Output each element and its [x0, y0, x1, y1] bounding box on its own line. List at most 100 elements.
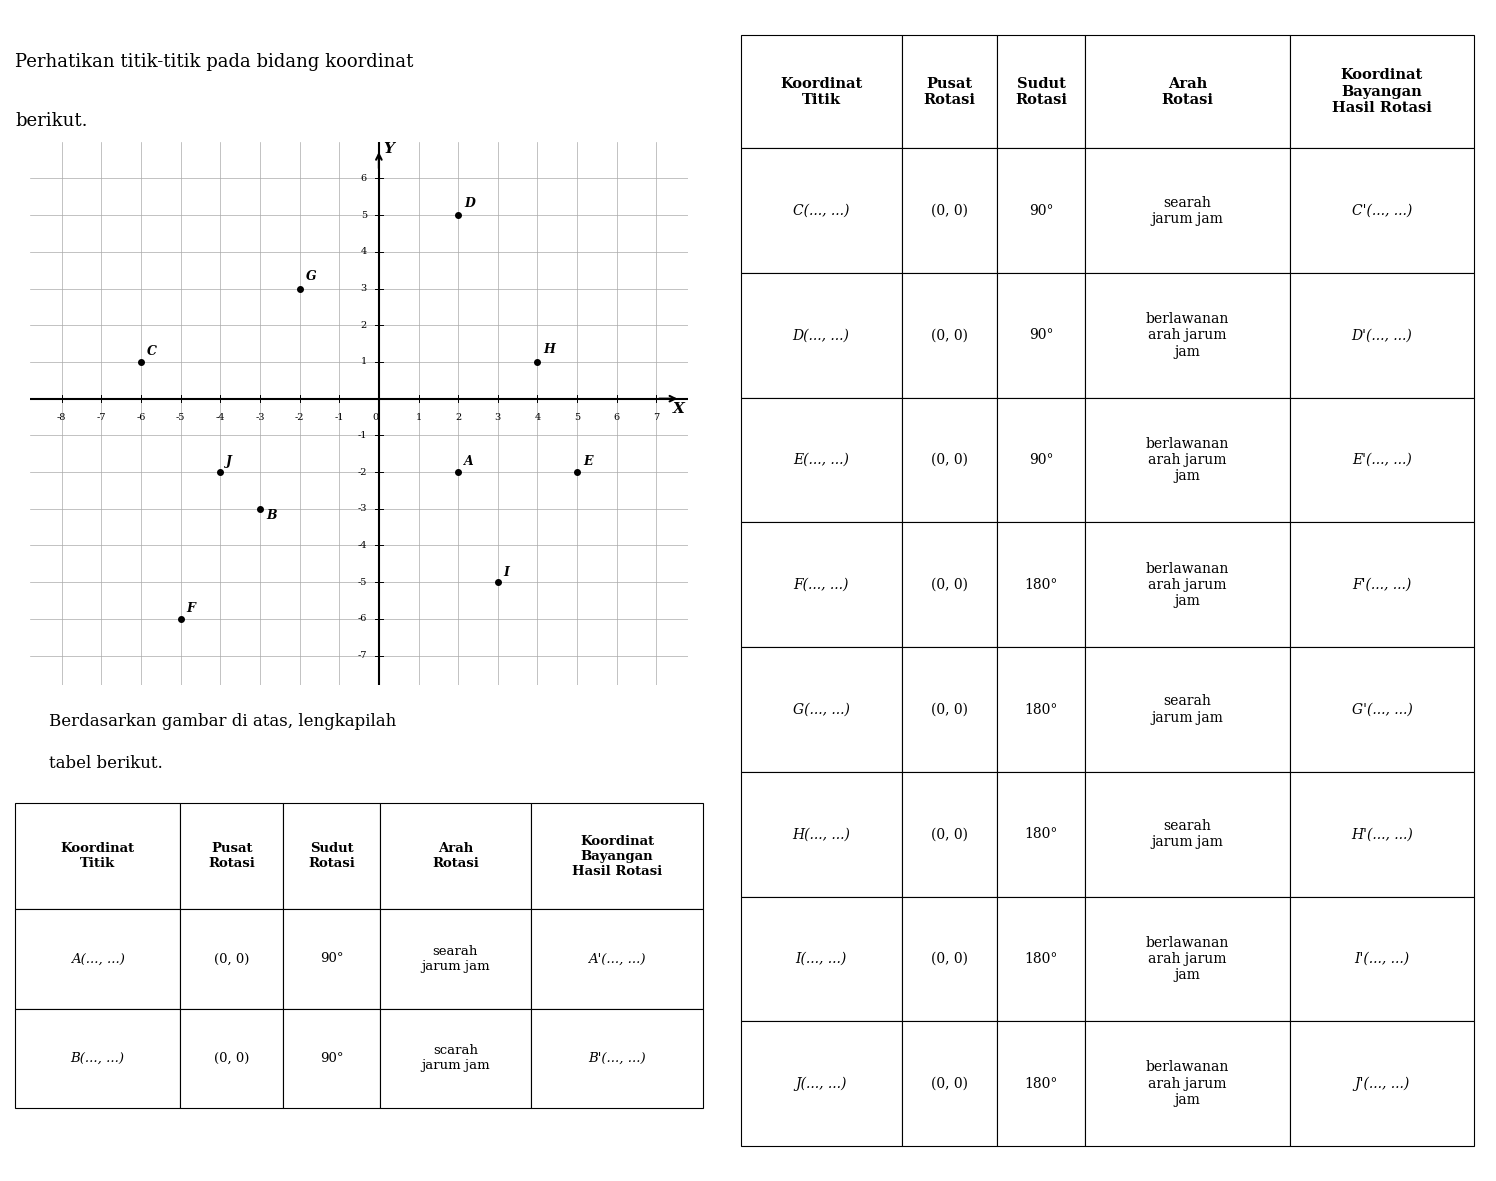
Text: F(..., ...): F(..., ...)	[793, 578, 848, 592]
Bar	[1085, 647, 1290, 772]
Bar	[1085, 1022, 1290, 1146]
Text: A: A	[464, 456, 474, 469]
Bar	[1290, 647, 1474, 772]
Bar	[180, 909, 283, 1009]
Text: 180°: 180°	[1025, 952, 1058, 966]
Bar	[741, 149, 902, 273]
Text: -4: -4	[215, 413, 224, 423]
Text: A'(..., ...): A'(..., ...)	[588, 952, 646, 966]
Text: 180°: 180°	[1025, 827, 1058, 841]
Bar	[380, 803, 531, 909]
Text: 4: 4	[361, 247, 367, 256]
Text: searah
jarum jam: searah jarum jam	[1152, 820, 1224, 849]
Bar	[902, 896, 996, 1022]
Text: scarah
jarum jam: scarah jarum jam	[420, 1044, 489, 1072]
Text: 1: 1	[416, 413, 422, 423]
Text: 90°: 90°	[1029, 454, 1053, 468]
Text: Berdasarkan gambar di atas, lengkapilah: Berdasarkan gambar di atas, lengkapilah	[49, 712, 396, 730]
Bar	[741, 772, 902, 896]
Bar	[283, 909, 380, 1009]
Text: Arah
Rotasi: Arah Rotasi	[432, 842, 479, 870]
Bar	[902, 772, 996, 896]
Text: berlawanan
arah jarum
jam: berlawanan arah jarum jam	[1146, 562, 1230, 608]
Bar	[996, 35, 1085, 149]
Text: 180°: 180°	[1025, 1077, 1058, 1091]
Bar	[902, 647, 996, 772]
Text: G: G	[305, 270, 316, 283]
Text: -7: -7	[358, 651, 367, 660]
Text: tabel berikut.: tabel berikut.	[49, 756, 163, 772]
Text: 4: 4	[534, 413, 540, 423]
Bar	[741, 1022, 902, 1146]
Text: -5: -5	[177, 413, 186, 423]
Text: H'(..., ...): H'(..., ...)	[1351, 827, 1412, 841]
Text: F: F	[187, 602, 196, 615]
Text: berlawanan
arah jarum
jam: berlawanan arah jarum jam	[1146, 312, 1230, 359]
Bar	[902, 35, 996, 149]
Bar	[741, 273, 902, 398]
Text: Perhatikan titik-titik pada bidang koordinat: Perhatikan titik-titik pada bidang koord…	[15, 53, 413, 71]
Bar	[1085, 896, 1290, 1022]
Bar	[1085, 149, 1290, 273]
Text: 90°: 90°	[1029, 203, 1053, 217]
Text: Pusat
Rotasi: Pusat Rotasi	[923, 77, 975, 106]
Text: searah
jarum jam: searah jarum jam	[420, 945, 489, 973]
Bar	[996, 522, 1085, 647]
Text: berlawanan
arah jarum
jam: berlawanan arah jarum jam	[1146, 935, 1230, 983]
Text: -2: -2	[295, 413, 304, 423]
Text: Koordinat
Bayangan
Hasil Rotasi: Koordinat Bayangan Hasil Rotasi	[1331, 68, 1432, 115]
Text: (0, 0): (0, 0)	[931, 578, 968, 592]
Text: H: H	[543, 344, 555, 357]
Bar	[531, 909, 703, 1009]
Text: 180°: 180°	[1025, 703, 1058, 717]
Bar	[996, 896, 1085, 1022]
Text: C: C	[147, 345, 157, 358]
Bar	[15, 1009, 180, 1108]
Text: E'(..., ...): E'(..., ...)	[1352, 454, 1412, 468]
Text: berlawanan
arah jarum
jam: berlawanan arah jarum jam	[1146, 1061, 1230, 1107]
Text: -7: -7	[97, 413, 106, 423]
Bar	[15, 803, 180, 909]
Bar	[1085, 522, 1290, 647]
Text: -5: -5	[358, 578, 367, 587]
Bar	[996, 149, 1085, 273]
Text: 7: 7	[654, 413, 660, 423]
Bar	[996, 1022, 1085, 1146]
Bar	[1290, 772, 1474, 896]
Text: 90°: 90°	[320, 1051, 343, 1065]
Text: 180°: 180°	[1025, 578, 1058, 592]
Text: 6: 6	[613, 413, 619, 423]
Bar	[283, 803, 380, 909]
Text: Koordinat
Titik: Koordinat Titik	[60, 842, 135, 870]
Text: -1: -1	[358, 431, 367, 439]
Text: Pusat
Rotasi: Pusat Rotasi	[208, 842, 256, 870]
Bar	[741, 896, 902, 1022]
Bar	[996, 647, 1085, 772]
Text: (0, 0): (0, 0)	[931, 1077, 968, 1091]
Bar	[1290, 522, 1474, 647]
Bar	[902, 1022, 996, 1146]
Bar	[1085, 35, 1290, 149]
Bar	[1290, 273, 1474, 398]
Bar	[996, 398, 1085, 522]
Bar	[1290, 896, 1474, 1022]
Bar	[1085, 772, 1290, 896]
Text: D(..., ...): D(..., ...)	[793, 328, 850, 342]
Text: (0, 0): (0, 0)	[931, 827, 968, 841]
Text: Koordinat
Bayangan
Hasil Rotasi: Koordinat Bayangan Hasil Rotasi	[571, 835, 663, 877]
Text: berlawanan
arah jarum
jam: berlawanan arah jarum jam	[1146, 437, 1230, 483]
Bar	[1290, 398, 1474, 522]
Text: 3: 3	[495, 413, 501, 423]
Text: 90°: 90°	[320, 952, 343, 966]
Text: -6: -6	[358, 614, 367, 624]
Text: -1: -1	[335, 413, 344, 423]
Text: E: E	[583, 456, 592, 469]
Text: 0: 0	[373, 413, 378, 423]
Bar	[996, 772, 1085, 896]
Bar	[741, 647, 902, 772]
Text: X: X	[672, 403, 684, 417]
Text: 90°: 90°	[1029, 328, 1053, 342]
Text: J'(..., ...): J'(..., ...)	[1354, 1077, 1409, 1091]
Text: (0, 0): (0, 0)	[214, 1051, 250, 1065]
Text: Y: Y	[383, 143, 395, 156]
